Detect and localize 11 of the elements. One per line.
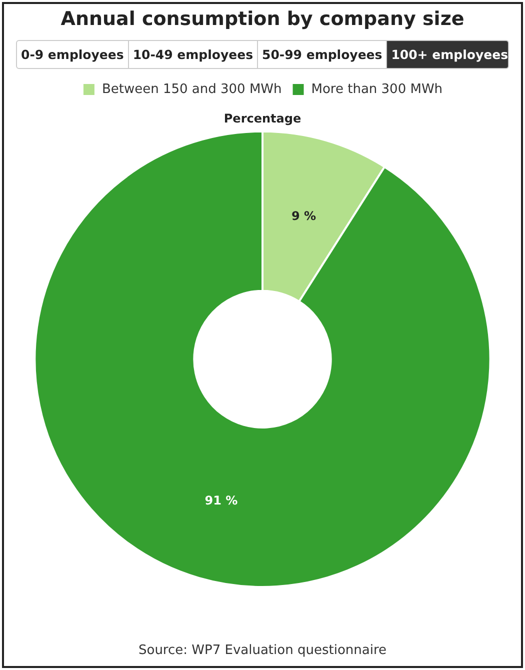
source-note: Source: WP7 Evaluation questionnaire — [137, 643, 388, 658]
data-label: 9 % — [292, 209, 316, 224]
legend-label: More than 300 MWh — [311, 82, 443, 97]
text: 50-99 employees — [258, 41, 388, 68]
text: 10-49 employees — [128, 41, 258, 68]
text: 0-9 employees — [17, 41, 129, 68]
text: Percentage — [224, 111, 302, 126]
legend-label: Between 150 and 300 MWh — [102, 82, 282, 97]
data-label: 91 % — [204, 494, 238, 508]
chart-title: Annual consumption by company size — [60, 8, 466, 30]
text: 100+ employees — [390, 46, 509, 64]
